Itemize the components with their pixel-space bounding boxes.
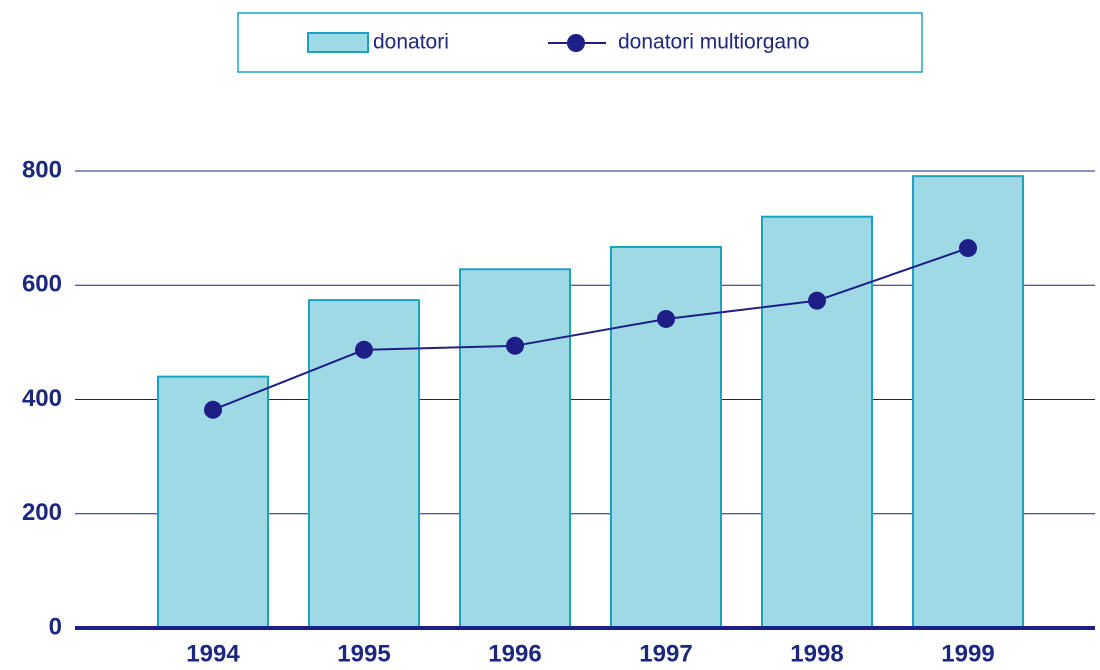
x-tick-label: 1995	[337, 640, 390, 667]
line-marker	[355, 340, 373, 359]
legend-swatch	[307, 32, 369, 53]
legend-marker	[567, 34, 585, 52]
line-marker	[808, 291, 826, 310]
line-marker	[657, 309, 675, 328]
y-tick-label: 0	[49, 613, 62, 640]
x-tick-label: 1997	[639, 640, 692, 667]
x-tick-label: 1994	[186, 640, 240, 667]
line-marker	[959, 239, 977, 258]
bar	[761, 215, 873, 629]
y-tick-label: 800	[22, 156, 62, 183]
y-tick-label: 200	[22, 499, 62, 526]
line-marker	[204, 400, 222, 419]
y-tick-label: 400	[22, 385, 62, 412]
line-marker	[506, 336, 524, 355]
legend-label: donatori multiorgano	[618, 31, 809, 54]
bar	[459, 268, 571, 629]
x-tick-label: 1996	[488, 640, 541, 667]
legend-label: donatori	[373, 31, 449, 54]
x-tick-label: 1998	[790, 640, 843, 667]
line	[212, 247, 969, 411]
bar	[610, 245, 722, 629]
y-tick-label: 600	[22, 271, 62, 298]
x-tick-label: 1999	[941, 640, 994, 667]
